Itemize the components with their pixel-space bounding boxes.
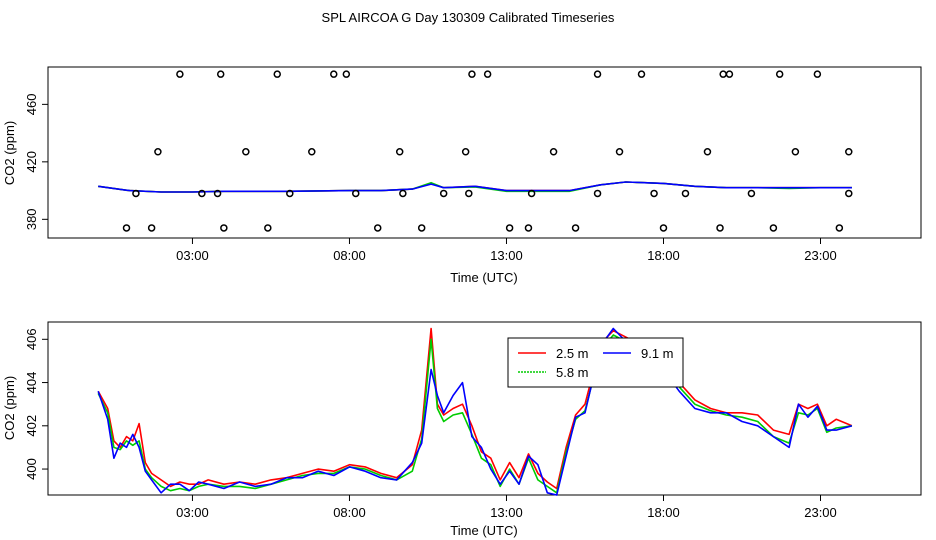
top-sample-point-28 bbox=[747, 189, 756, 198]
chart-title: SPL AIRCOA G Day 130309 Calibrated Times… bbox=[322, 10, 615, 25]
bottom-x-tick-label-3: 18:00 bbox=[647, 505, 680, 520]
top-sample-point-11 bbox=[373, 224, 382, 232]
bottom-x-axis-label: Time (UTC) bbox=[450, 523, 517, 538]
bottom-y-tick-label-0: 400 bbox=[24, 458, 39, 480]
top-sample-point-8 bbox=[308, 148, 316, 156]
top-sample-point-37 bbox=[719, 70, 727, 78]
top-sample-point-13 bbox=[417, 224, 426, 232]
top-x-tick-label-3: 18:00 bbox=[647, 248, 680, 263]
bottom-panel: 03:00 08:00 13:00 18:00 23:00 400 402 404 406 Ti… bbox=[2, 321, 922, 538]
top-sample-point-18 bbox=[527, 189, 536, 198]
top-sample-point-0 bbox=[132, 189, 140, 198]
top-y-tick-label-0: 380 bbox=[24, 208, 39, 230]
top-sample-point-33 bbox=[216, 70, 225, 78]
top-sample-point-45 bbox=[122, 224, 131, 232]
top-sample-point-31 bbox=[813, 70, 822, 78]
top-x-axis-label: Time (UTC) bbox=[450, 270, 517, 285]
top-plot-frame bbox=[47, 66, 922, 239]
top-sample-point-35 bbox=[468, 70, 476, 78]
bottom-y-tick-label-3: 406 bbox=[24, 328, 39, 350]
top-sample-point-14 bbox=[439, 189, 448, 198]
bottom-x-tick-label-2: 13:00 bbox=[490, 505, 523, 520]
top-sample-point-2 bbox=[176, 70, 184, 78]
top-sample-point-44 bbox=[775, 70, 784, 78]
top-sample-point-41 bbox=[399, 189, 407, 198]
top-sample-point-39 bbox=[147, 224, 156, 232]
top-sample-point-42 bbox=[524, 224, 533, 232]
bottom-series-line-1 bbox=[97, 334, 853, 494]
top-sample-point-19 bbox=[549, 148, 558, 156]
bottom-series-line-0 bbox=[97, 327, 853, 490]
top-sample-point-15 bbox=[461, 148, 470, 156]
top-sample-point-32 bbox=[835, 224, 844, 232]
bottom-x-tick-label-0: 03:00 bbox=[176, 505, 209, 520]
top-sample-point-36 bbox=[593, 70, 602, 78]
bottom-y-tick-label-2: 404 bbox=[24, 372, 39, 394]
top-sample-point-1 bbox=[154, 148, 162, 156]
top-y-axis-label: CO2 (ppm) bbox=[2, 121, 17, 185]
top-sample-point-22 bbox=[615, 148, 624, 156]
bottom-x-tick-label-1: 08:00 bbox=[333, 505, 366, 520]
top-sample-point-34 bbox=[342, 70, 351, 78]
top-sample-point-7 bbox=[286, 189, 294, 198]
top-sample-point-47 bbox=[465, 189, 473, 198]
top-sample-point-30 bbox=[791, 148, 800, 156]
bottom-y-axis-label: CO2 (ppm) bbox=[2, 376, 17, 440]
top-sample-point-6 bbox=[264, 224, 272, 232]
top-x-tick-label-4: 23:00 bbox=[804, 248, 837, 263]
top-sample-point-4 bbox=[220, 224, 228, 232]
top-sample-point-17 bbox=[505, 224, 514, 232]
top-sample-point-49 bbox=[845, 148, 853, 156]
top-sample-point-10 bbox=[351, 189, 360, 198]
top-sample-point-21 bbox=[593, 189, 602, 198]
bottom-y-tick-label-1: 402 bbox=[24, 415, 39, 437]
top-sample-point-46 bbox=[213, 189, 222, 198]
top-sample-point-40 bbox=[273, 70, 281, 78]
top-sample-point-16 bbox=[483, 70, 492, 78]
top-sample-point-5 bbox=[242, 148, 250, 156]
top-series-line-2 bbox=[98, 181, 852, 193]
top-sample-point-24 bbox=[659, 224, 668, 232]
top-sample-point-12 bbox=[395, 148, 404, 156]
top-sample-point-38 bbox=[845, 189, 853, 198]
bottom-plot-frame bbox=[47, 321, 922, 496]
top-sample-point-9 bbox=[330, 70, 338, 78]
top-sample-point-25 bbox=[681, 189, 690, 198]
bottom-x-tick-label-4: 23:00 bbox=[804, 505, 837, 520]
top-sample-point-26 bbox=[703, 148, 712, 156]
legend-label-9-1m: 9.1 m bbox=[641, 346, 674, 361]
top-sample-point-20 bbox=[571, 224, 580, 232]
top-sample-point-48 bbox=[716, 224, 724, 232]
top-x-tick-label-2: 13:00 bbox=[490, 248, 523, 263]
top-x-tick-label-1: 08:00 bbox=[333, 248, 366, 263]
top-sample-point-29 bbox=[769, 224, 778, 232]
top-y-tick-label-1: 420 bbox=[24, 151, 39, 173]
top-sample-point-43 bbox=[650, 189, 658, 198]
top-x-tick-label-0: 03:00 bbox=[176, 248, 209, 263]
legend-label-5-8m: 5.8 m bbox=[556, 365, 589, 380]
legend-box bbox=[507, 337, 684, 388]
top-sample-point-27 bbox=[725, 70, 734, 78]
top-sample-point-3 bbox=[198, 189, 206, 198]
top-y-tick-label-2: 460 bbox=[24, 94, 39, 116]
bottom-series-line-2 bbox=[97, 327, 853, 496]
legend-label-2-5m: 2.5 m bbox=[556, 346, 589, 361]
top-sample-point-23 bbox=[637, 70, 646, 78]
top-panel: 03:00 08:00 13:00 18:00 23:00 380 420 460 Time … bbox=[2, 66, 922, 285]
legend: 2.5 m 5.8 m 9.1 m bbox=[507, 337, 684, 388]
